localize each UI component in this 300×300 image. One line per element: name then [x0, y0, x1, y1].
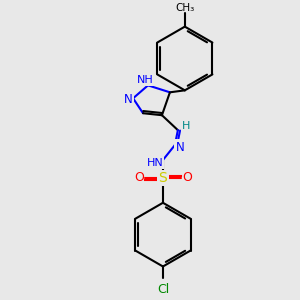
Text: H: H: [182, 121, 190, 131]
Text: N: N: [124, 93, 133, 106]
Text: S: S: [159, 171, 167, 185]
Text: HN: HN: [147, 158, 164, 168]
Text: NH: NH: [136, 75, 153, 85]
Text: O: O: [182, 171, 192, 184]
Text: N: N: [176, 141, 184, 154]
Text: CH₃: CH₃: [175, 3, 194, 13]
Text: O: O: [134, 171, 144, 184]
Text: Cl: Cl: [157, 284, 169, 296]
